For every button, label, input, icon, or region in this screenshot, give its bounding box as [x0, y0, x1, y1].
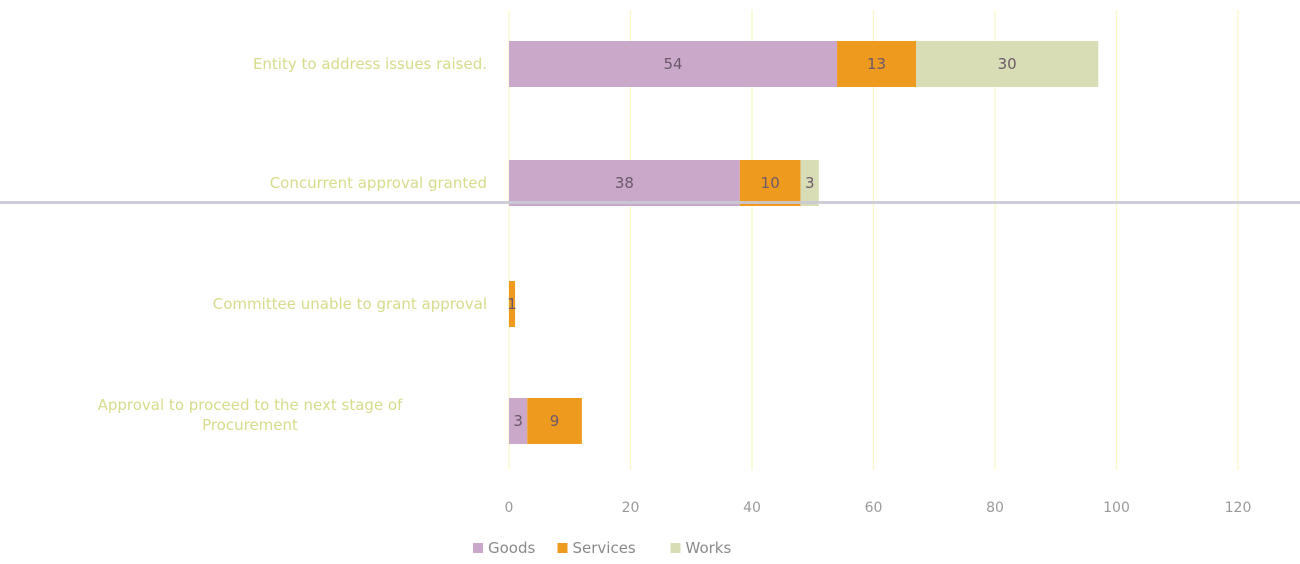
data-label: 38 — [615, 174, 634, 192]
category-label: Committee unable to grant approval — [213, 295, 487, 313]
data-label: 9 — [550, 412, 560, 430]
data-label: 3 — [805, 174, 815, 192]
category-label: Procurement — [202, 416, 298, 434]
bar-services — [509, 281, 516, 327]
data-label: 3 — [513, 412, 523, 430]
data-label: 1 — [507, 295, 517, 313]
legend-swatch-services — [557, 543, 568, 553]
data-label: 54 — [663, 55, 682, 73]
bar-services — [527, 398, 582, 444]
x-tick-label: 0 — [505, 500, 514, 516]
x-tick-label: 100 — [1103, 500, 1130, 516]
x-tick-label: 80 — [986, 500, 1004, 516]
x-tick-label: 20 — [622, 500, 640, 516]
bar-works — [916, 41, 1099, 87]
data-label: 10 — [761, 174, 780, 192]
bar-goods — [509, 398, 528, 444]
x-tick-label: 40 — [743, 500, 761, 516]
bar-goods — [509, 41, 838, 87]
legend-label-goods: Goods — [488, 539, 535, 557]
bar-goods — [509, 160, 740, 206]
category-label: Approval to proceed to the next stage of — [98, 396, 403, 414]
legend-swatch-works — [670, 543, 681, 553]
legend-swatch-goods — [473, 543, 483, 553]
data-label: 30 — [998, 55, 1017, 73]
data-label: 13 — [867, 55, 886, 73]
scan-artifact-line — [0, 201, 1300, 204]
bar-services — [837, 41, 917, 87]
x-tick-label: 60 — [865, 500, 883, 516]
category-label: Entity to address issues raised. — [253, 55, 487, 73]
legend-label-services: Services — [573, 539, 636, 557]
bar-services — [739, 160, 801, 206]
x-tick-label: 120 — [1225, 500, 1252, 516]
category-label: Concurrent approval granted — [270, 174, 487, 192]
legend-label-works: Works — [686, 539, 732, 557]
bar-works — [800, 160, 819, 206]
